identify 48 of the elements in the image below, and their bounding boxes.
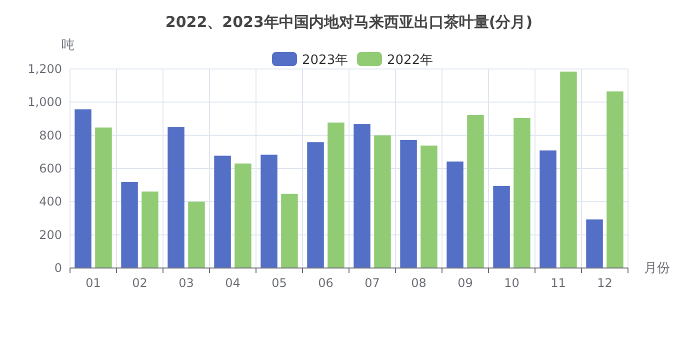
- x-tick-label: 02: [132, 276, 148, 290]
- y-tick-label: 200: [39, 228, 62, 242]
- x-tick-label: 11: [550, 276, 566, 290]
- bar: [540, 150, 556, 268]
- x-tick-label: 04: [225, 276, 240, 290]
- x-tick-label: 06: [318, 276, 334, 290]
- x-tick-label: 09: [458, 276, 473, 290]
- x-tick-label: 10: [504, 276, 520, 290]
- x-tick-label: 01: [86, 276, 101, 290]
- x-tick-label: 12: [597, 276, 612, 290]
- bar: [514, 118, 530, 268]
- bar: [281, 194, 298, 268]
- bar: [142, 192, 158, 268]
- y-tick-label: 1,200: [28, 62, 62, 76]
- bar: [260, 154, 278, 268]
- x-axis-title: 月份: [644, 261, 670, 276]
- bar: [446, 162, 464, 268]
- bar: [121, 182, 138, 268]
- legend-label: 2023年: [302, 53, 348, 68]
- x-tick-label: 07: [364, 276, 380, 290]
- bar: [420, 146, 438, 268]
- bar: [214, 156, 231, 268]
- bar: [560, 72, 577, 268]
- legend-label: 2022年: [387, 53, 434, 68]
- x-tick-label: 08: [411, 276, 426, 290]
- bar: [493, 186, 510, 268]
- bar: [168, 127, 184, 268]
- bar: [467, 114, 484, 268]
- bar: [400, 140, 417, 268]
- y-tick-label: 800: [39, 128, 62, 142]
- y-tick-label: 0: [54, 261, 62, 275]
- y-tick-label: 1,000: [28, 95, 62, 110]
- chart-title: 2022、2023年中国内地对马来西亚出口茶叶量(分月): [165, 13, 533, 31]
- bar: [234, 164, 252, 268]
- bar: [188, 202, 205, 268]
- bar: [586, 219, 603, 268]
- bar: [328, 122, 344, 268]
- x-tick-label: 05: [272, 276, 287, 290]
- y-axis-title: 吨: [62, 38, 74, 53]
- bar: [606, 91, 624, 268]
- bar: [95, 128, 112, 268]
- y-tick-label: 600: [39, 162, 62, 176]
- x-tick-label: 03: [178, 276, 194, 290]
- bar: [74, 109, 92, 268]
- bar: [354, 124, 370, 268]
- bar: [307, 142, 324, 268]
- bar: [374, 135, 391, 268]
- y-tick-label: 400: [39, 194, 62, 209]
